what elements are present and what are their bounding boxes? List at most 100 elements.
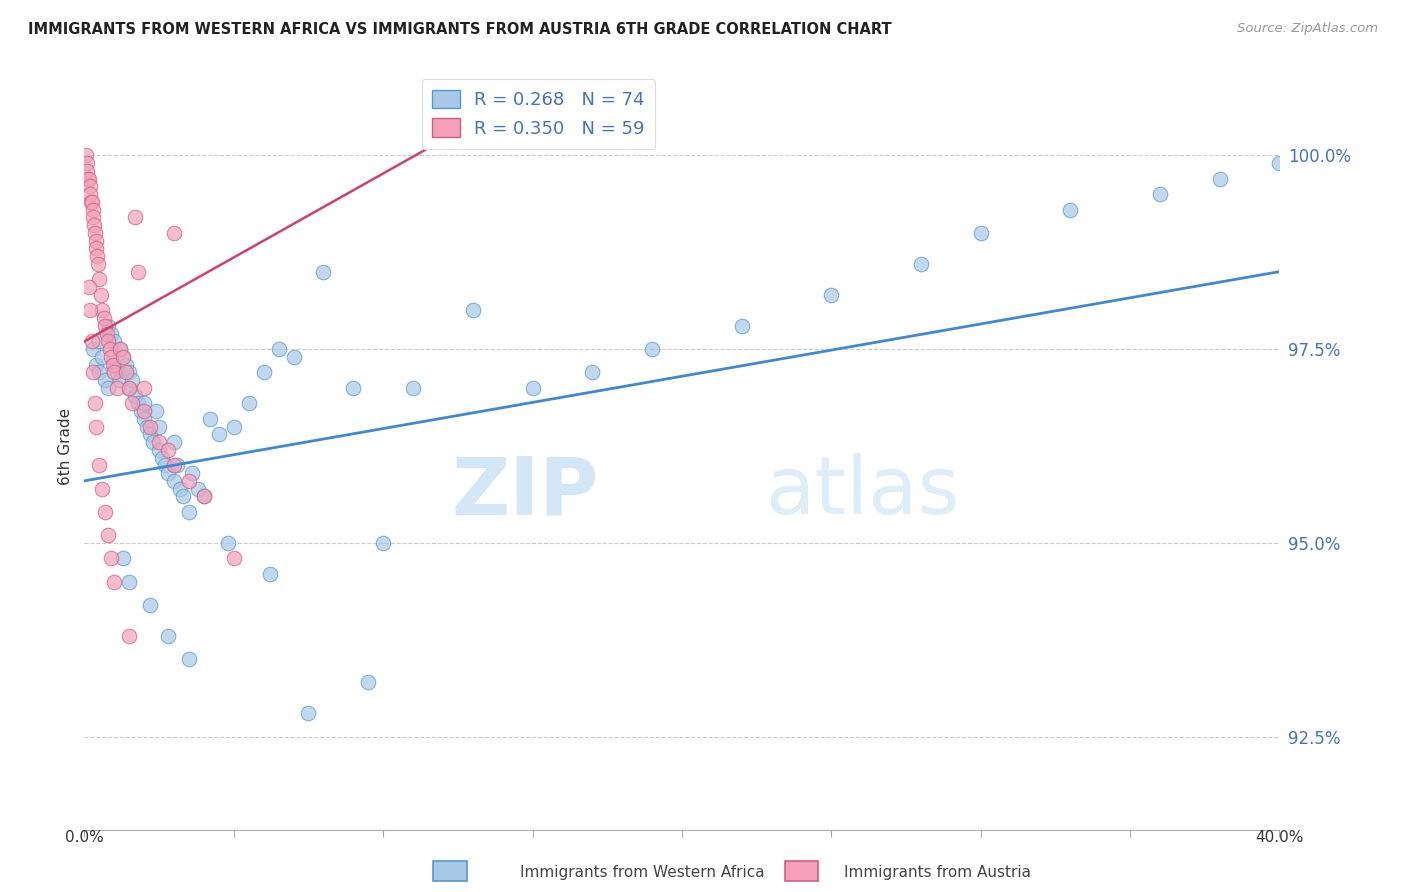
Point	[373, 536, 395, 550]
Point	[110, 342, 132, 356]
Point	[96, 326, 118, 341]
Point	[118, 629, 141, 643]
Point	[124, 211, 146, 225]
Text: 40.0%: 40.0%	[1256, 830, 1303, 845]
Point	[139, 419, 162, 434]
Point	[187, 482, 209, 496]
Point	[89, 334, 111, 349]
Point	[103, 358, 125, 372]
Point	[115, 365, 138, 379]
Point	[115, 358, 138, 372]
Point	[100, 350, 122, 364]
Point	[193, 489, 215, 503]
Point	[76, 156, 98, 170]
Point	[94, 318, 117, 333]
Point	[89, 458, 111, 473]
Point	[86, 241, 108, 255]
Point	[76, 164, 98, 178]
Point	[153, 458, 176, 473]
Point	[83, 218, 105, 232]
Point	[910, 257, 932, 271]
Point	[118, 574, 141, 589]
Point	[522, 381, 544, 395]
Point	[79, 179, 101, 194]
Point	[1059, 202, 1081, 217]
Point	[253, 365, 276, 379]
Point	[118, 381, 141, 395]
Point	[100, 326, 122, 341]
Point	[169, 482, 191, 496]
Point	[163, 435, 186, 450]
Point	[103, 574, 125, 589]
Point	[820, 288, 842, 302]
Point	[112, 350, 135, 364]
Point	[157, 466, 180, 480]
Text: Source: ZipAtlas.com: Source: ZipAtlas.com	[1237, 22, 1378, 36]
Point	[177, 505, 200, 519]
Point	[75, 148, 97, 162]
Point	[105, 365, 128, 379]
Point	[163, 474, 186, 488]
Point	[148, 435, 170, 450]
Point	[103, 365, 125, 379]
Point	[132, 404, 156, 418]
Point	[80, 194, 103, 209]
Point	[110, 373, 132, 387]
Point	[94, 373, 117, 387]
Point	[91, 303, 114, 318]
Point	[103, 334, 125, 349]
Point	[127, 396, 149, 410]
Point	[83, 226, 105, 240]
Point	[80, 194, 103, 209]
Point	[132, 412, 156, 426]
Text: IMMIGRANTS FROM WESTERN AFRICA VS IMMIGRANTS FROM AUSTRIA 6TH GRADE CORRELATION : IMMIGRANTS FROM WESTERN AFRICA VS IMMIGR…	[28, 22, 891, 37]
Point	[93, 311, 115, 326]
Point	[222, 419, 245, 434]
Text: Immigrants from Austria: Immigrants from Austria	[844, 865, 1031, 880]
Point	[166, 458, 188, 473]
Legend: R = 0.268   N = 74, R = 0.350   N = 59: R = 0.268 N = 74, R = 0.350 N = 59	[422, 79, 655, 149]
Point	[132, 381, 156, 395]
Point	[86, 249, 108, 263]
Point	[129, 404, 152, 418]
Point	[222, 551, 245, 566]
Point	[136, 419, 159, 434]
Point	[97, 528, 120, 542]
Point	[181, 466, 204, 480]
Point	[357, 675, 380, 690]
Point	[118, 381, 141, 395]
Bar	[433, 861, 467, 880]
Point	[163, 226, 186, 240]
Point	[193, 489, 215, 503]
Point	[87, 257, 110, 271]
Point	[139, 598, 162, 612]
Point	[172, 489, 194, 503]
Point	[297, 706, 319, 721]
Point	[581, 365, 603, 379]
Point	[148, 419, 170, 434]
Point	[142, 435, 165, 450]
Point	[97, 334, 120, 349]
Point	[641, 342, 664, 356]
Point	[118, 365, 141, 379]
Point	[82, 365, 104, 379]
Point	[77, 280, 100, 294]
Point	[132, 396, 156, 410]
Point	[91, 350, 114, 364]
Point	[105, 381, 128, 395]
Point	[79, 303, 101, 318]
Point	[402, 381, 425, 395]
Text: ZIP: ZIP	[451, 453, 599, 531]
Point	[79, 187, 101, 202]
Point	[82, 202, 104, 217]
Point	[177, 474, 200, 488]
Point	[163, 458, 186, 473]
Point	[82, 211, 104, 225]
Y-axis label: 6th Grade: 6th Grade	[58, 408, 73, 484]
Point	[98, 342, 121, 356]
Point	[145, 404, 167, 418]
Point	[148, 442, 170, 457]
Point	[312, 265, 335, 279]
Point	[1149, 187, 1171, 202]
Point	[1268, 156, 1291, 170]
